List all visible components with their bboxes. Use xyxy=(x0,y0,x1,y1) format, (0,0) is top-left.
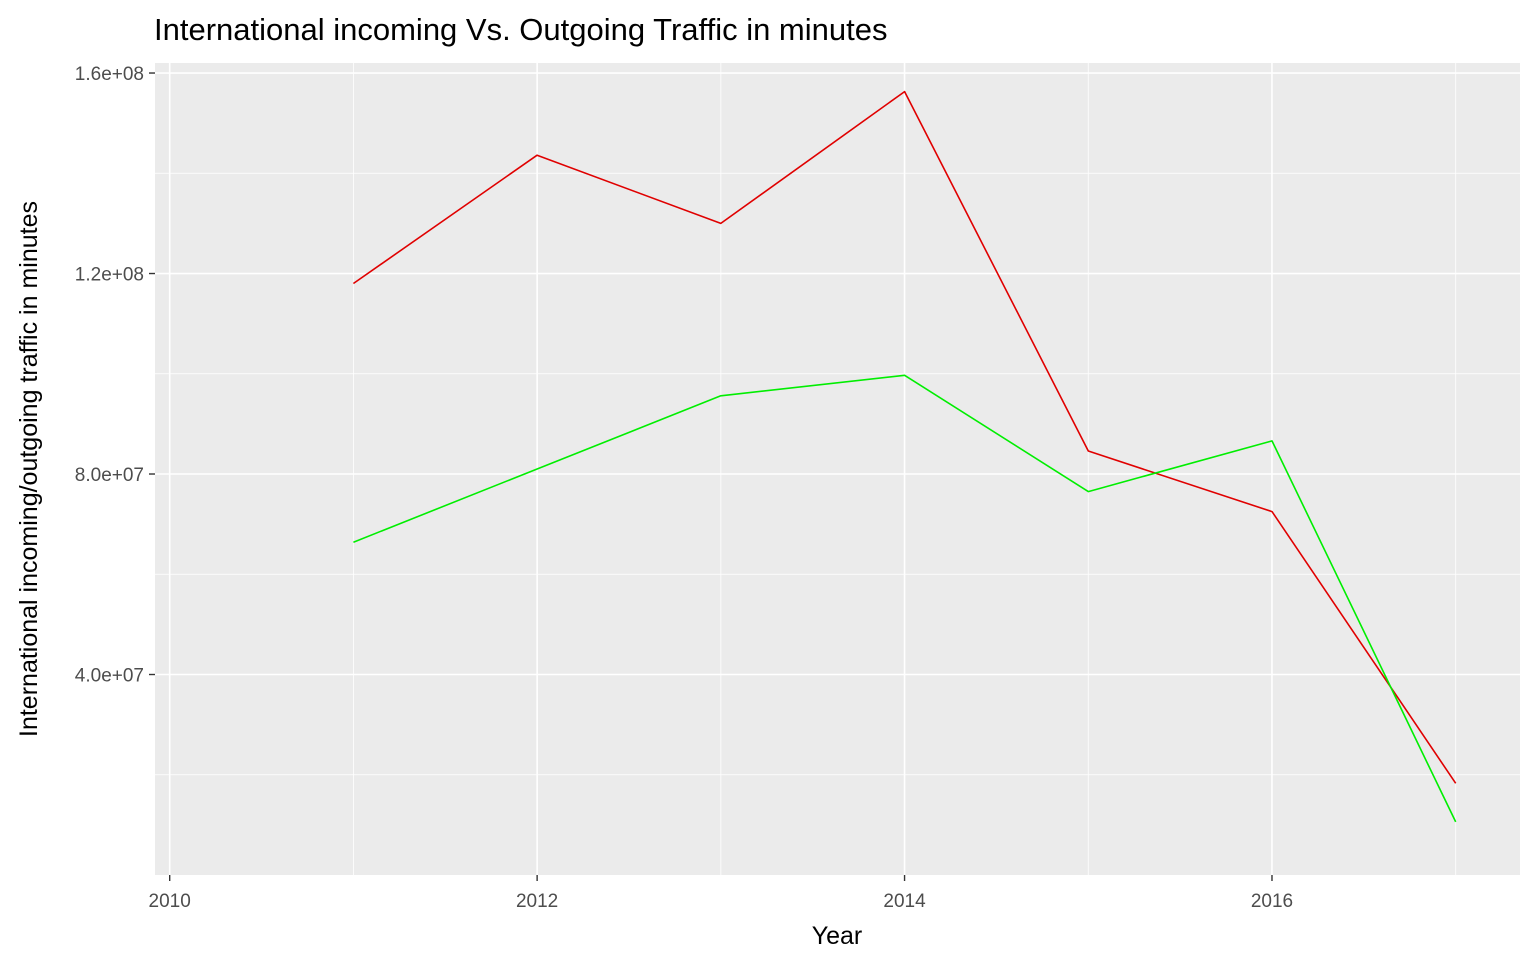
plot-panel xyxy=(155,63,1520,875)
x-axis: 2010 2012 2014 2016 xyxy=(149,875,1293,912)
y-tick-label: 1.6e+08 xyxy=(75,64,144,85)
y-axis-title: International incoming/outgoing traffic … xyxy=(15,201,43,737)
x-tick-label: 2012 xyxy=(516,891,558,912)
series-line-1 xyxy=(352,90,1457,784)
y-axis: 4.0e+07 8.0e+07 1.2e+08 1.6e+08 xyxy=(75,64,155,687)
series-lines xyxy=(352,90,1457,823)
x-axis-title: Year xyxy=(812,922,863,950)
x-tick-label: 2016 xyxy=(1251,891,1293,912)
x-tick-label: 2014 xyxy=(883,891,926,912)
chart-title: International incoming Vs. Outgoing Traf… xyxy=(154,12,887,47)
x-tick-label: 2010 xyxy=(149,891,191,912)
gridlines xyxy=(155,63,1520,875)
y-tick-label: 1.2e+08 xyxy=(75,265,144,286)
y-tick-label: 8.0e+07 xyxy=(75,465,144,486)
series-line-2 xyxy=(353,374,1457,823)
y-tick-label: 4.0e+07 xyxy=(75,666,144,687)
